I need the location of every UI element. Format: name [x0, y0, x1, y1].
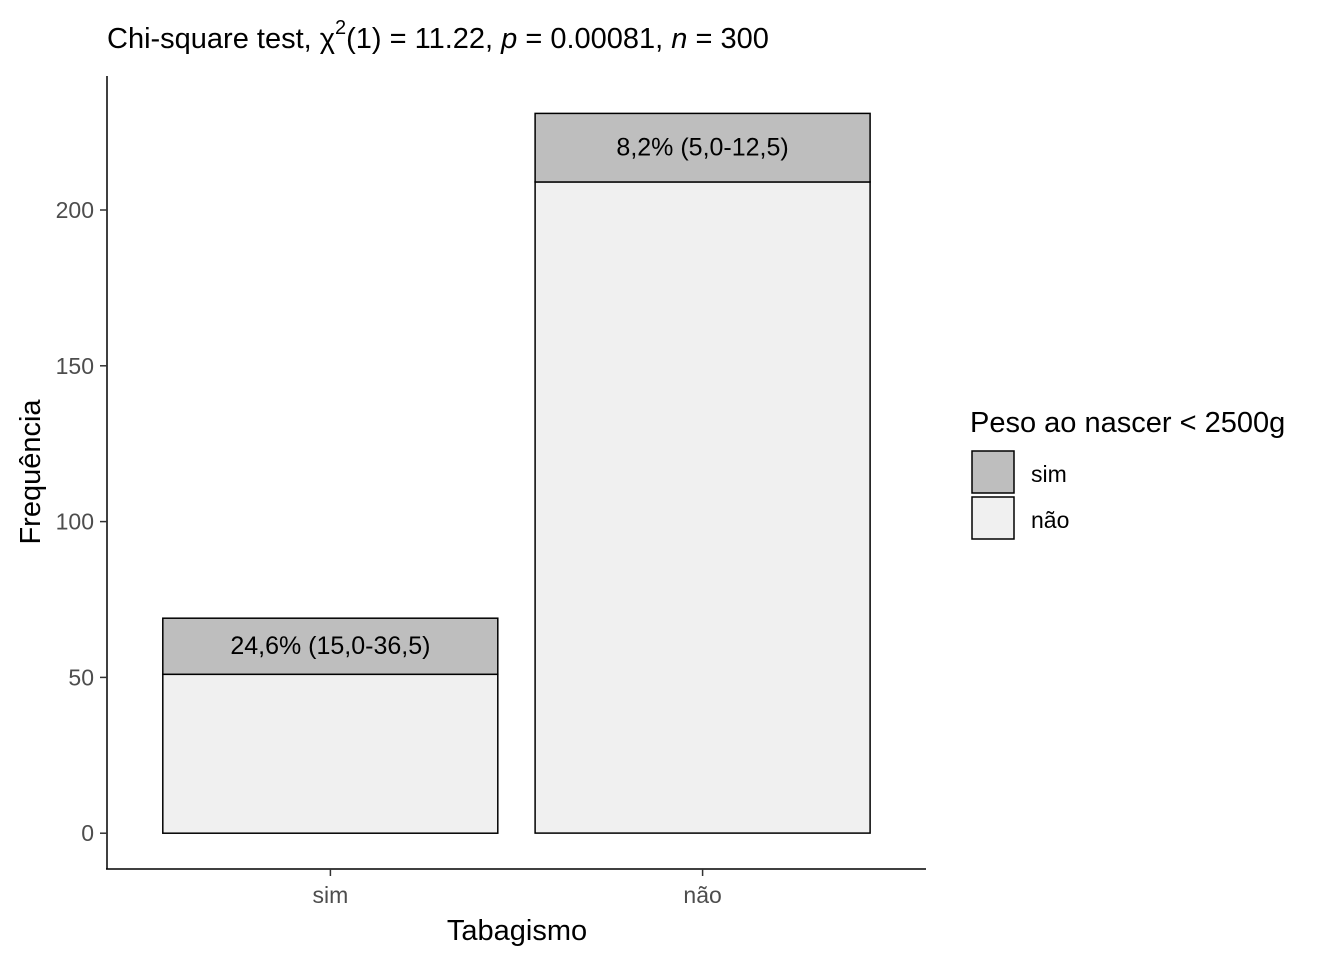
legend-swatch-nao — [971, 496, 1015, 540]
legend-swatch-sim — [971, 450, 1015, 494]
y-tick-label-100: 100 — [56, 509, 94, 535]
bar-nao-segment-nao — [534, 181, 871, 834]
bar-sim-segment-sim — [162, 617, 499, 676]
y-axis-ticks: 0 50 100 150 200 — [56, 197, 107, 846]
title-p-part: = 0.00081, — [517, 23, 671, 55]
x-tick-label-nao: não — [683, 882, 721, 908]
y-tick-label-200: 200 — [56, 197, 94, 223]
x-tick-label-sim: sim — [313, 882, 349, 908]
y-axis-title: Frequência — [15, 399, 47, 545]
bar-sim-segment-nao — [162, 673, 499, 834]
legend-label-sim: sim — [1031, 461, 1067, 487]
chart-title: Chi-square test, χ2(1) = 11.22, p = 0.00… — [107, 17, 769, 55]
legend-label-nao: não — [1031, 507, 1069, 533]
legend: Peso ao nascer < 2500g sim não — [970, 407, 1285, 540]
title-n-symbol: n — [671, 23, 687, 55]
y-tick-label-0: 0 — [81, 820, 94, 846]
y-tick-label-50: 50 — [68, 664, 94, 690]
title-df-part: (1) = 11.22, — [346, 23, 501, 55]
title-chi-symbol: χ — [320, 23, 335, 55]
data-label-nao: 8,2% (5,0-12,5) — [616, 134, 788, 162]
legend-title: Peso ao nascer < 2500g — [970, 407, 1285, 439]
x-axis-ticks: sim não — [313, 869, 722, 908]
data-label-sim: 24,6% (15,0-36,5) — [230, 632, 430, 660]
plot-area: 24,6% (15,0-36,5) 8,2% (5,0-12,5) — [162, 112, 871, 834]
bar-nao-segment-sim — [534, 112, 871, 183]
y-tick-label-150: 150 — [56, 353, 94, 379]
title-p-symbol: p — [500, 23, 517, 55]
title-prefix: Chi-square test, — [107, 23, 320, 55]
title-n-part: = 300 — [687, 23, 768, 55]
title-chi-superscript: 2 — [335, 17, 346, 39]
x-axis-title: Tabagismo — [447, 915, 587, 947]
